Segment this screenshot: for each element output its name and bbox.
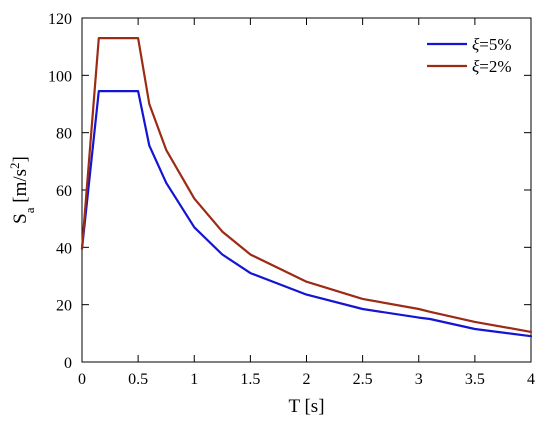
series-lines: [80, 36, 533, 338]
axes: [81, 17, 532, 363]
y-tick-label: 120: [48, 11, 72, 28]
y-axis-label-unit-post: ]: [10, 156, 31, 162]
y-tick-label: 100: [48, 68, 72, 85]
legend: ξ=5% ξ=2%: [427, 35, 512, 76]
x-tick-label: 3.5: [465, 371, 485, 388]
x-tick-label: 2: [303, 371, 311, 388]
series-line-1: [80, 36, 533, 333]
legend-label-xi-5: ξ=5%: [472, 35, 512, 54]
ticks: [81, 17, 532, 363]
y-axis-label-base: S: [10, 213, 31, 224]
x-tick-label: 1.5: [240, 371, 260, 388]
plot-frame: [81, 17, 532, 363]
y-tick-label: 20: [56, 298, 72, 315]
y-tick-label: 0: [64, 355, 72, 372]
y-axis-label: Sa [m/s2]: [7, 156, 37, 224]
x-tick-label: 0: [78, 371, 86, 388]
y-axis-label-unit-pre: [m/s: [10, 169, 31, 208]
x-axis-label: T [s]: [288, 396, 324, 417]
legend-label-xi-2: ξ=2%: [472, 57, 512, 76]
x-tick-label: 1: [190, 371, 198, 388]
x-tick-label: 2.5: [353, 371, 373, 388]
x-tick-label: 0.5: [128, 371, 148, 388]
y-tick-label: 60: [56, 183, 72, 200]
y-axis-label-sub: a: [22, 207, 37, 213]
y-tick-label: 80: [56, 126, 72, 143]
y-tick-label: 40: [56, 240, 72, 257]
series-line-0: [80, 89, 533, 338]
x-tick-label: 4: [527, 371, 535, 388]
y-axis-label-unit-sup: 2: [7, 162, 22, 169]
x-tick-label: 3: [415, 371, 423, 388]
